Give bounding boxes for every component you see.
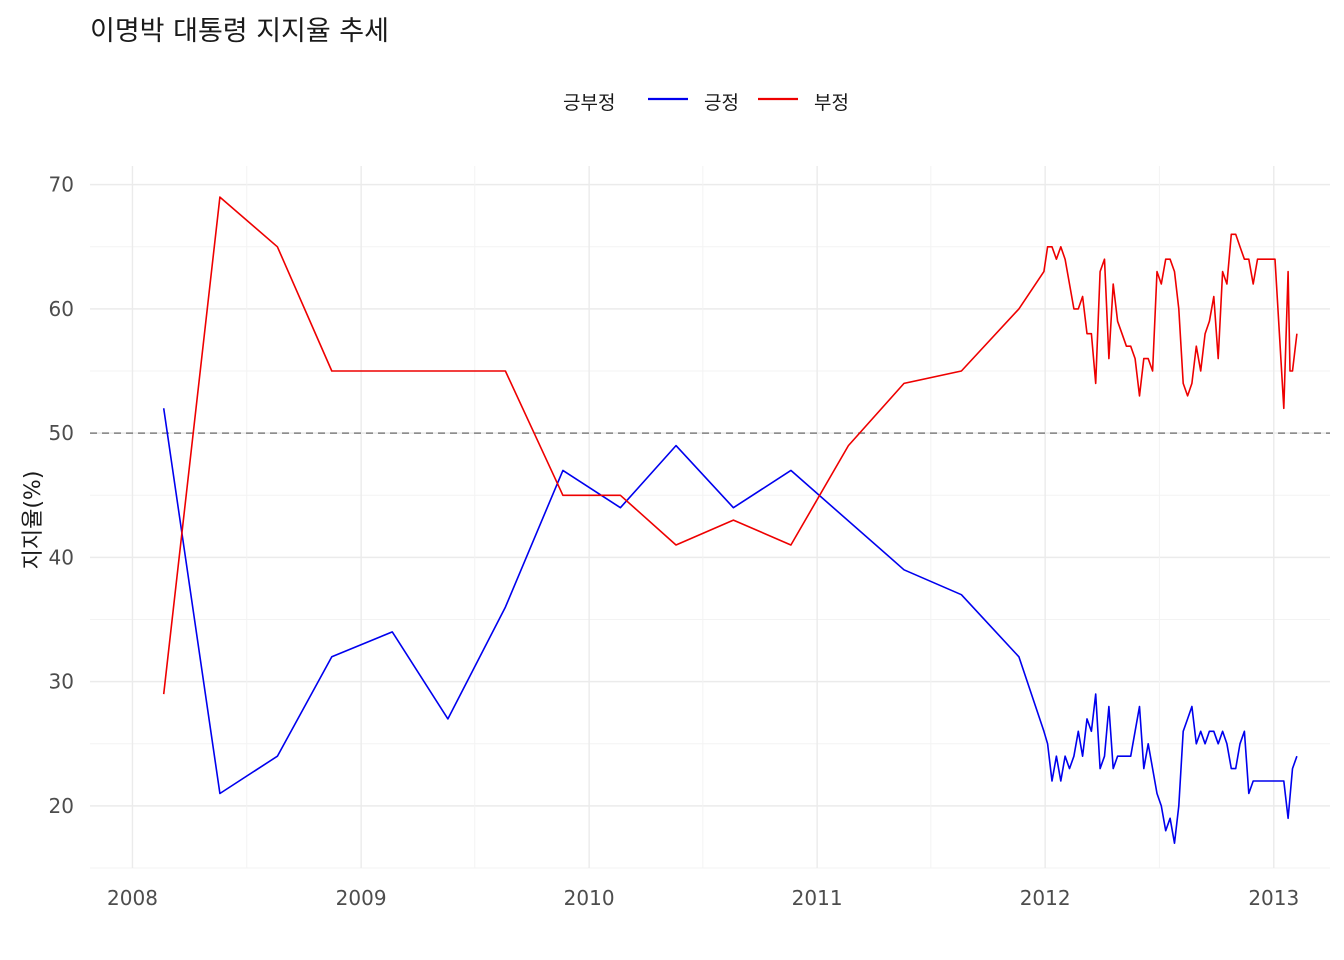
- x-axis: 2008 2009 2010 2011 2012 2013: [107, 886, 1299, 910]
- legend: 긍부정 긍정 부정: [563, 92, 849, 114]
- x-tick-label: 2009: [336, 886, 387, 910]
- series-line-negative: [162, 196, 1298, 695]
- y-tick-label: 70: [49, 173, 74, 197]
- x-tick-label: 2011: [792, 886, 843, 910]
- legend-title: 긍부정: [563, 92, 615, 114]
- legend-label-positive: 긍정: [704, 92, 739, 114]
- x-tick-label: 2008: [107, 886, 158, 910]
- series-layer: [162, 196, 1298, 845]
- x-tick-label: 2013: [1248, 886, 1299, 910]
- y-axis-title: 지지율(%): [21, 471, 46, 570]
- series-line-positive: [162, 408, 1298, 845]
- y-tick-label: 30: [49, 670, 74, 694]
- chart-title: 이명박 대통령 지지율 추세: [90, 16, 389, 47]
- y-tick-label: 40: [49, 545, 74, 569]
- y-tick-label: 60: [49, 297, 74, 321]
- x-tick-label: 2012: [1020, 886, 1071, 910]
- y-tick-label: 20: [49, 794, 74, 818]
- y-axis: 20 30 40 50 60 70: [49, 173, 74, 818]
- x-tick-label: 2010: [564, 886, 615, 910]
- legend-label-negative: 부정: [814, 92, 849, 114]
- y-tick-label: 50: [49, 421, 74, 445]
